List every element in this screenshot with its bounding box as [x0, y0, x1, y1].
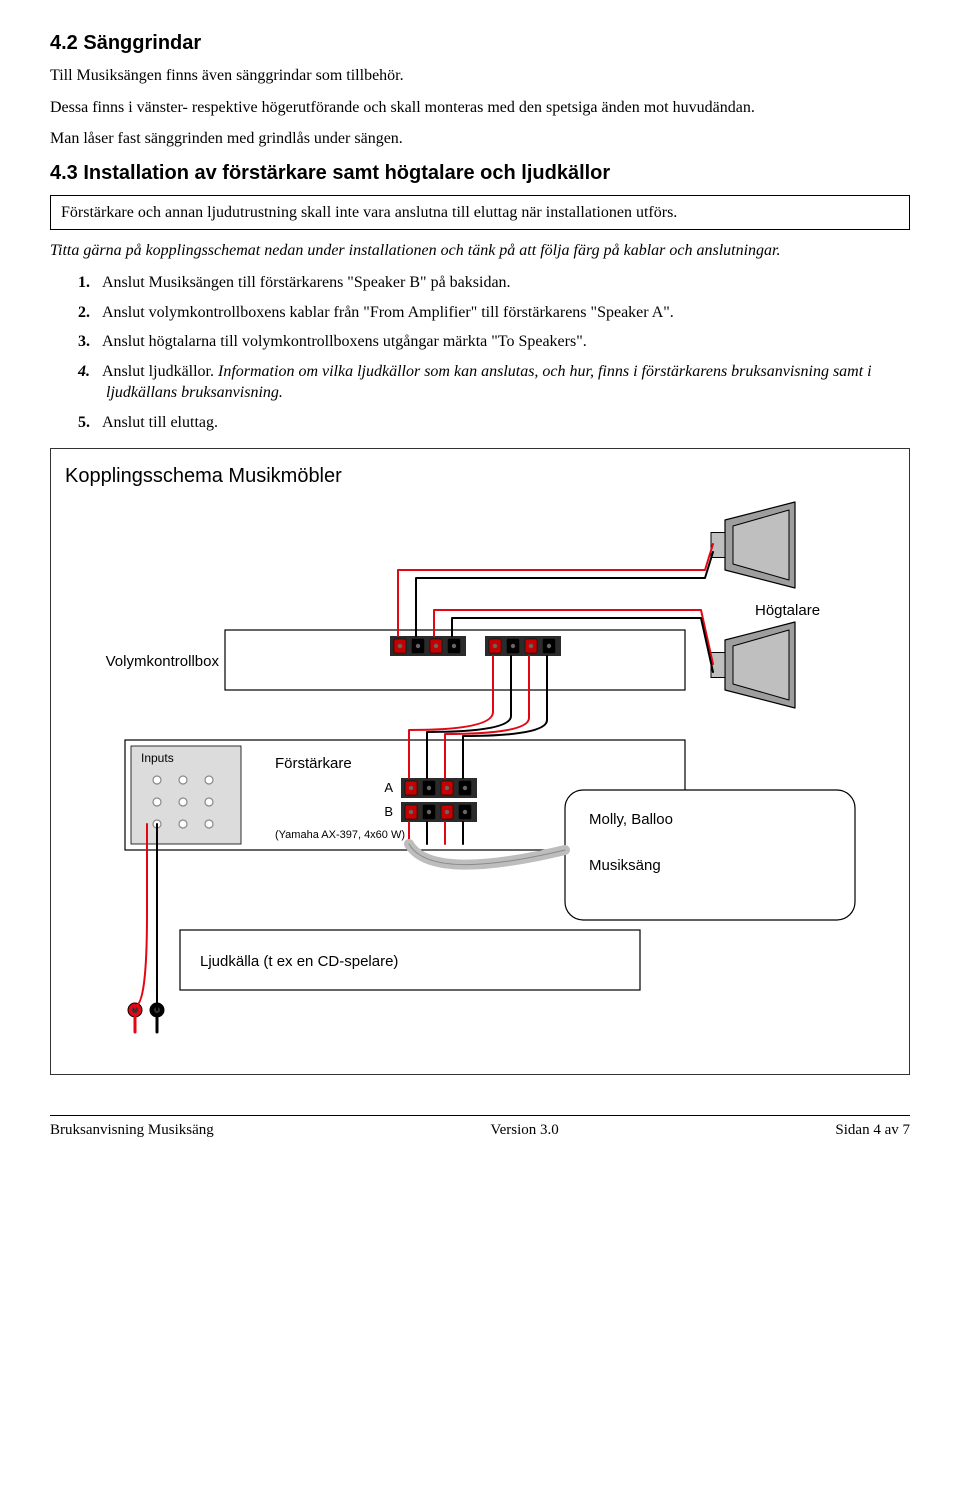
step-num: 5. — [78, 412, 102, 434]
heading-4-2: 4.2 Sänggrindar — [50, 30, 910, 57]
step-num: 1. — [78, 272, 102, 294]
wiring-diagram-container: Kopplingsschema Musikmöbler Högtalare Vol… — [50, 448, 910, 1075]
step-text: Anslut volymkontrollboxens kablar från "… — [102, 304, 674, 321]
step-num: 3. — [78, 331, 102, 353]
svg-text:Molly, Balloo: Molly, Balloo — [589, 811, 673, 828]
warning-text: Förstärkare och annan ljudutrustning ska… — [61, 204, 677, 221]
install-steps: 1.Anslut Musiksängen till förstärkarens … — [50, 272, 910, 434]
svg-text:B: B — [384, 804, 393, 819]
p-4-2-1: Till Musiksängen finns även sänggrindar … — [50, 65, 910, 87]
page-footer: Bruksanvisning Musiksäng Version 3.0 Sid… — [50, 1115, 910, 1140]
diagram-title: Kopplingsschema Musikmöbler — [65, 463, 895, 490]
svg-text:(Yamaha AX-397, 4x60 W): (Yamaha AX-397, 4x60 W) — [275, 829, 405, 841]
footer-right: Sidan 4 av 7 — [835, 1120, 910, 1140]
p-4-2-3: Man låser fast sänggrinden med grindlås … — [50, 128, 910, 150]
step-num: 4. — [78, 361, 102, 383]
footer-left: Bruksanvisning Musiksäng — [50, 1120, 214, 1140]
svg-text:Högtalare: Högtalare — [755, 602, 820, 619]
svg-text:Volymkontrollbox: Volymkontrollbox — [106, 653, 220, 670]
heading-4-3: 4.3 Installation av förstärkare samt hög… — [50, 160, 910, 187]
svg-text:Ljudkälla (t ex en CD-spelare): Ljudkälla (t ex en CD-spelare) — [200, 953, 398, 970]
step-text: Anslut högtalarna till volymkontrollboxe… — [102, 333, 587, 350]
list-item: 4.Anslut ljudkällor. Information om vilk… — [78, 361, 910, 404]
step-text: Anslut Musiksängen till förstärkarens "S… — [102, 274, 511, 291]
list-item: 5.Anslut till eluttag. — [78, 412, 910, 434]
intro-italic: Titta gärna på kopplingsschemat nedan un… — [50, 240, 910, 262]
step-num: 2. — [78, 302, 102, 324]
svg-text:Förstärkare: Förstärkare — [275, 755, 352, 772]
p-4-2-2: Dessa finns i vänster- respektive högeru… — [50, 97, 910, 119]
svg-text:A: A — [384, 780, 393, 795]
warning-box: Förstärkare och annan ljudutrustning ska… — [50, 195, 910, 231]
footer-center: Version 3.0 — [490, 1120, 558, 1140]
wiring-diagram-svg: Högtalare Volymkontrollbox Inputs Förstärka… — [65, 500, 885, 1060]
step-text: Anslut till eluttag. — [102, 414, 218, 431]
list-item: 2.Anslut volymkontrollboxens kablar från… — [78, 302, 910, 324]
list-item: 3.Anslut högtalarna till volymkontrollbo… — [78, 331, 910, 353]
list-item: 1.Anslut Musiksängen till förstärkarens … — [78, 272, 910, 294]
step-text-lead: Anslut ljudkällor. — [102, 363, 214, 380]
svg-text:Inputs: Inputs — [141, 751, 174, 765]
svg-text:Musiksäng: Musiksäng — [589, 857, 661, 874]
step-text-italic: Information om vilka ljudkällor som kan … — [106, 363, 872, 402]
